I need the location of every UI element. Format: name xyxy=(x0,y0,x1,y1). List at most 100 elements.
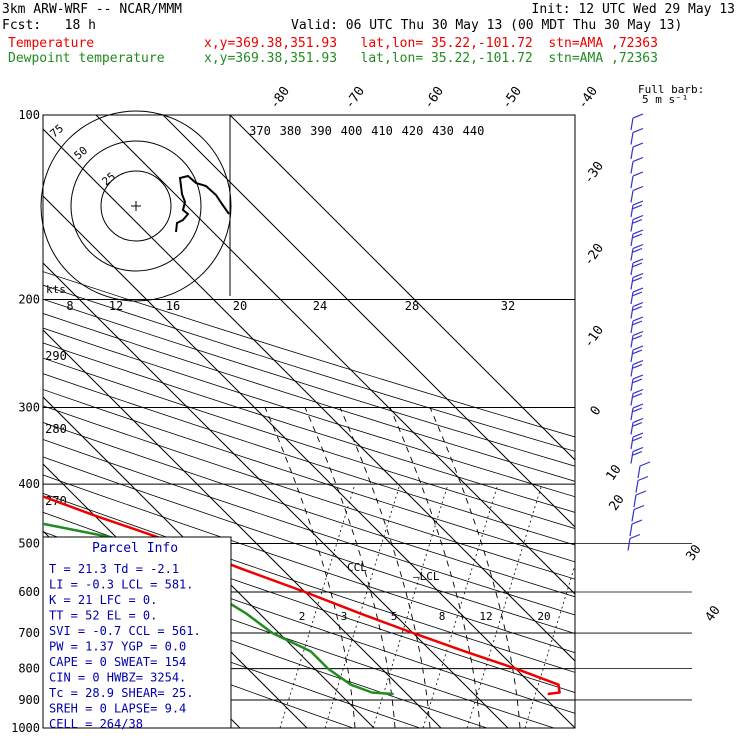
isotherm-top-label: -80 xyxy=(267,84,293,112)
moist-adiabat xyxy=(429,407,521,728)
header-model: 3km ARW-WRF -- NCAR/MMM xyxy=(2,2,183,17)
wind-barb-flag xyxy=(632,388,644,395)
hodograph-ring-label: 25 xyxy=(100,170,119,188)
pressure-label: 400 xyxy=(18,477,40,491)
legend-temperature-info: x,y=369.38,351.93 lat,lon= 35.22,-101.72… xyxy=(204,36,658,51)
dry-adiabat xyxy=(43,456,575,634)
mixing-ratio-line xyxy=(524,564,575,728)
wind-barb-flag xyxy=(635,490,647,496)
wind-barb-flag xyxy=(632,374,644,380)
pressure-label: 300 xyxy=(18,400,40,414)
pressure-label: 600 xyxy=(18,585,40,599)
pressure-label: 800 xyxy=(18,662,40,676)
dry-adiabat xyxy=(43,492,575,673)
isotherm-line xyxy=(43,396,375,728)
isotherm-top-label: -70 xyxy=(342,84,368,112)
wind-barb-flag xyxy=(632,301,644,308)
dry-adiabat xyxy=(43,298,575,467)
wind-barb xyxy=(630,422,634,435)
wind-barb xyxy=(630,306,634,319)
pressure-label: 100 xyxy=(18,108,40,122)
wind-barb-flag xyxy=(632,345,644,351)
wind-barb-flag xyxy=(631,291,643,297)
moist-adiabat xyxy=(264,407,356,728)
mixing-ratio-label: 5 xyxy=(391,610,398,623)
wind-barb xyxy=(630,175,634,189)
mixing-ratio-label: 2 xyxy=(299,610,306,623)
dry-adiabat xyxy=(43,357,575,529)
mixing-ratio-line xyxy=(466,483,543,728)
wind-barb xyxy=(630,161,634,174)
plot-border xyxy=(42,114,576,729)
lcl-label: —LCL xyxy=(413,570,440,583)
scale-label: 24 xyxy=(313,299,327,313)
wind-barb-flag xyxy=(632,316,644,322)
wind-barb-flag xyxy=(632,113,644,119)
trace-dewpoint-temperature xyxy=(43,522,394,696)
parcel-info-row: K = 21 LFC = 0. xyxy=(49,593,157,607)
isotherm-top-label: -50 xyxy=(499,84,525,112)
dry-adiabat xyxy=(43,284,575,452)
isotherm-line xyxy=(43,128,575,662)
parcel-box-border xyxy=(42,536,232,729)
wind-barb-flag xyxy=(632,330,644,337)
hodograph-ring xyxy=(40,110,232,302)
wind-barb-flag xyxy=(632,171,644,177)
header-init: Init: 12 UTC Wed 29 May 13 xyxy=(531,2,736,17)
pressure-label: 1000 xyxy=(11,721,40,735)
wind-barb-flag xyxy=(631,334,643,341)
parcel-info-title: Parcel Info xyxy=(92,541,178,556)
wind-barb-flag xyxy=(632,142,644,148)
wind-barb xyxy=(631,509,635,522)
wind-barb-flag xyxy=(632,214,644,221)
isotherm-right-label: -20 xyxy=(581,241,607,269)
wind-barb-flag xyxy=(632,127,644,134)
dry-adiabat xyxy=(43,439,575,616)
parcel-info-row: SVI = -0.7 CCL = 561. xyxy=(49,624,201,638)
wind-barb-flag xyxy=(632,359,644,366)
wind-barb xyxy=(630,132,634,145)
wind-barb xyxy=(630,393,634,406)
barb-legend-subtitle: 5 m s⁻¹ xyxy=(642,93,688,106)
parcel-info-row: PW = 1.37 YGP = 0.0 xyxy=(49,640,186,654)
header-valid: Valid: 06 UTC Thu 30 May 13 (00 MDT Thu … xyxy=(291,18,683,33)
wind-barb xyxy=(630,364,634,377)
isotherm-line xyxy=(162,115,575,528)
wind-barb-flag xyxy=(631,378,643,384)
theta-label: 440 xyxy=(463,124,485,138)
pressure-label: 500 xyxy=(18,536,40,550)
theta-e-label: 290 xyxy=(45,349,67,363)
mixing-ratio-label: 12 xyxy=(479,610,492,623)
isotherm-right-label: 10 xyxy=(603,462,624,483)
wind-barb xyxy=(630,262,634,276)
wind-barb-flag xyxy=(632,403,644,409)
wind-barb-flag xyxy=(632,156,644,163)
wind-barb xyxy=(630,117,634,131)
wind-barb-flag xyxy=(631,262,643,268)
hodograph-ring xyxy=(70,140,202,272)
wind-barb xyxy=(627,538,631,551)
theta-label: 380 xyxy=(280,124,302,138)
header-fcst: Fcst: 18 h xyxy=(2,18,96,33)
legend-dewpoint-label: Dewpoint temperature xyxy=(8,51,165,66)
scale-label: 8 xyxy=(66,299,73,313)
wind-barb-flag xyxy=(639,461,651,467)
mixing-ratio-label: 8 xyxy=(439,610,446,623)
theta-label: 390 xyxy=(310,124,332,138)
isotherm-right-label: 30 xyxy=(683,542,704,563)
wind-barb-flag xyxy=(632,417,644,424)
wind-barbs xyxy=(627,113,651,551)
theta-label: 410 xyxy=(371,124,393,138)
wind-barb xyxy=(630,335,634,348)
hodograph-ring-label: 50 xyxy=(72,144,91,162)
dry-adiabat xyxy=(43,327,575,498)
hodograph-ring-label: 75 xyxy=(48,122,67,140)
wind-barb-flag xyxy=(632,200,644,206)
theta-label: 420 xyxy=(402,124,424,138)
barb-legend-title: Full barb: xyxy=(638,83,704,96)
dry-adiabat xyxy=(43,405,575,580)
wind-barb-flag xyxy=(631,407,643,413)
wind-barb xyxy=(630,146,634,160)
isotherm-top-label: -40 xyxy=(575,84,601,112)
dry-adiabat xyxy=(43,593,421,728)
